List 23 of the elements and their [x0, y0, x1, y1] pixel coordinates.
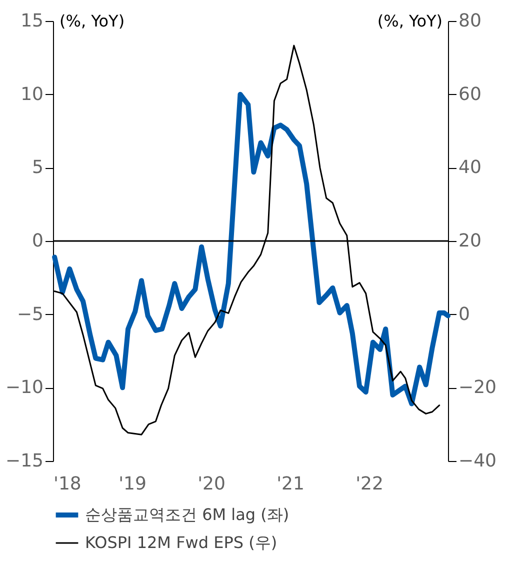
y2-tick-label: 80	[458, 10, 482, 32]
x-tick-label: '21	[276, 474, 304, 494]
y-tick-label: 0	[32, 230, 44, 252]
x-tick-label: '20	[198, 474, 226, 494]
y-tick-label: −5	[16, 304, 44, 325]
y2-tick-label: −40	[458, 450, 496, 472]
y2-tick-label: 60	[458, 84, 482, 105]
y2-tick-label: −20	[458, 377, 496, 398]
y-tick-label: −15	[6, 450, 44, 472]
legend-label: KOSPI 12M Fwd EPS (우)	[85, 533, 278, 552]
x-tick-label: '18	[54, 474, 82, 494]
y-tick-label: −10	[6, 377, 44, 398]
y-tick-label: 10	[20, 84, 44, 105]
y2-tick-label: 20	[458, 230, 482, 252]
y-tick-label: 15	[20, 10, 44, 32]
y2-tick-label: 0	[458, 304, 470, 325]
x-tick-label: '22	[356, 474, 384, 494]
legend-label: 순상품교역조건 6M lag (좌)	[85, 505, 290, 524]
y2-axis-title: (%, YoY)	[377, 12, 442, 30]
x-tick-label: '19	[118, 474, 146, 494]
y2-tick-label: 40	[458, 157, 482, 178]
y-axis-title: (%, YoY)	[60, 12, 125, 30]
y-tick-label: 5	[32, 157, 44, 178]
